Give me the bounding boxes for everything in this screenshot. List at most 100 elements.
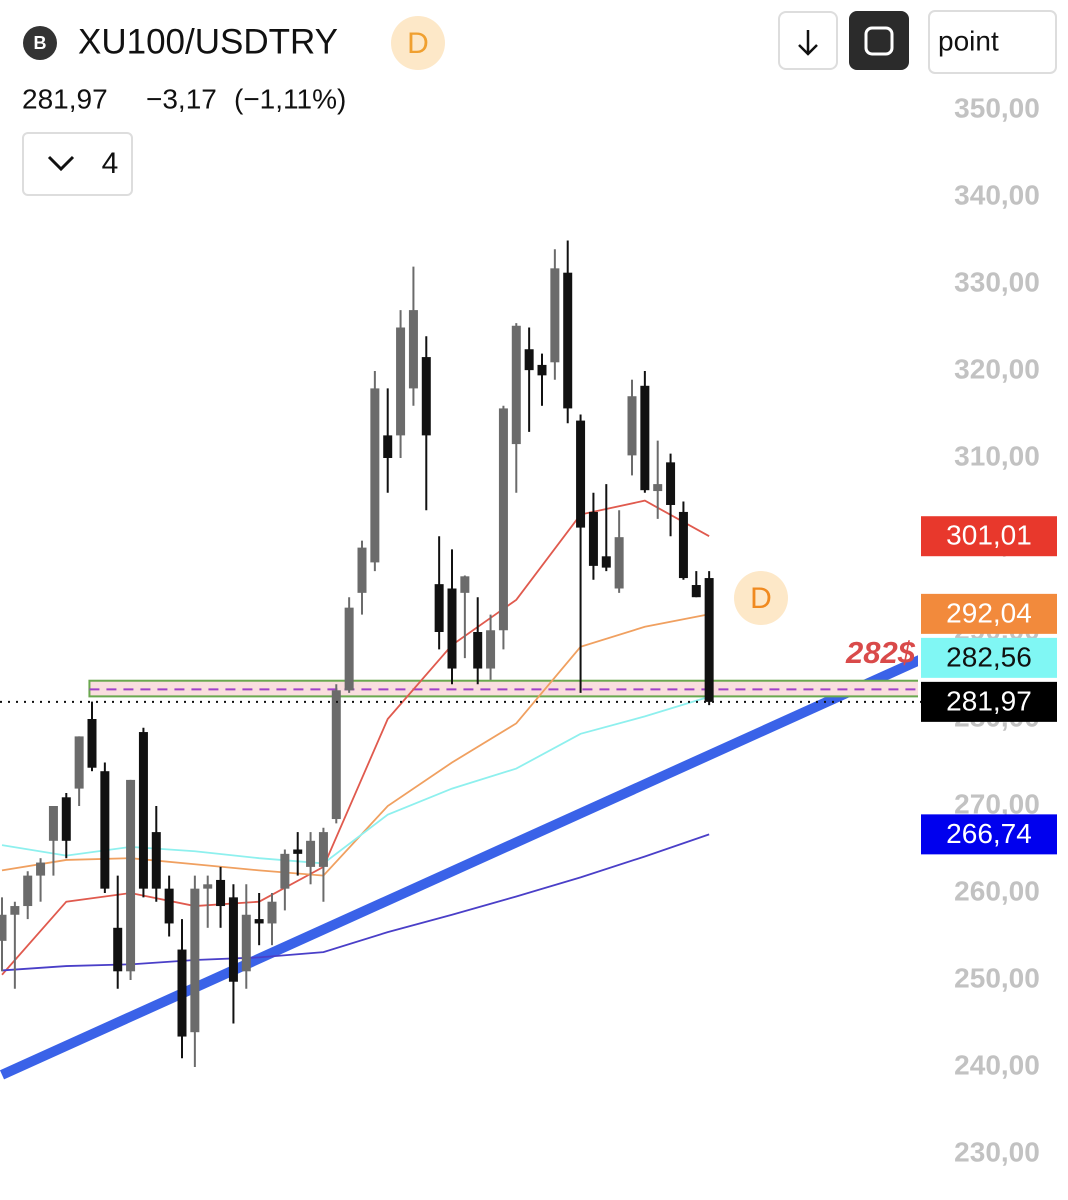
- indicator-toggle[interactable]: [22, 132, 133, 196]
- candle-body: [164, 888, 174, 924]
- overlay: 282$ D 301,01 292,04 282,56 281,97 266,74: [0, 516, 1057, 855]
- price-label: 281,97: [946, 685, 1032, 716]
- moving-average: [1, 613, 710, 877]
- candle-body: [10, 906, 20, 915]
- candle-body: [0, 914, 7, 941]
- fullscreen-icon: [864, 26, 894, 56]
- candle-body: [100, 771, 110, 889]
- candle-body: [190, 888, 200, 1033]
- candle-body: [704, 578, 714, 702]
- y-tick-label: 240,00: [954, 1049, 1040, 1080]
- candle-body: [511, 325, 521, 445]
- chevron-icon: [47, 155, 75, 172]
- candle-body: [293, 849, 303, 854]
- candle-body: [36, 862, 46, 876]
- candle-body: [447, 588, 457, 669]
- candle-body: [408, 310, 418, 389]
- y-tick-label: 340,00: [954, 179, 1040, 210]
- y-tick-label: 250,00: [954, 962, 1040, 993]
- symbol-badge: B: [34, 33, 47, 53]
- candle-body: [383, 435, 393, 458]
- event-marker-bg: [734, 571, 788, 625]
- change: −3,17: [146, 83, 217, 114]
- candle-body: [691, 585, 701, 598]
- candle-body: [460, 576, 470, 593]
- candle-body: [370, 388, 380, 563]
- candle-body: [357, 547, 367, 593]
- candle-body: [267, 901, 277, 924]
- candle-body: [421, 357, 431, 436]
- y-tick-label: 270,00: [954, 788, 1040, 819]
- price-label-box: [921, 814, 1057, 855]
- badge-bg: [391, 16, 445, 70]
- candle-body: [61, 797, 71, 841]
- candle-body: [331, 690, 341, 820]
- candle-body: [588, 511, 598, 566]
- price: 281,97: [22, 83, 108, 114]
- candle-body: [601, 556, 611, 568]
- candle-body: [678, 511, 688, 579]
- candle-body: [627, 396, 637, 456]
- y-tick-label: 230,00: [954, 1136, 1040, 1167]
- candle-body: [87, 719, 97, 768]
- candle-body: [486, 630, 496, 669]
- candle-body: [203, 884, 213, 889]
- change-pct: (−1,11%): [234, 83, 346, 114]
- indicator-count: 4: [102, 147, 119, 180]
- plot: [0, 240, 918, 1080]
- price-label-box: [921, 593, 1057, 634]
- symbol-badge-bg: [23, 26, 57, 60]
- price-label: 266,74: [946, 818, 1032, 849]
- event-marker: D: [750, 582, 772, 615]
- candle-body: [550, 268, 560, 363]
- candle-body: [434, 584, 444, 632]
- moving-average: [1, 695, 710, 865]
- symbol[interactable]: XU100/USDTRY: [78, 22, 338, 61]
- y-tick-label: 320,00: [954, 353, 1040, 384]
- candle-body: [537, 364, 547, 376]
- candle-body: [498, 408, 508, 631]
- price-label: 301,01: [946, 520, 1032, 551]
- annotation: 282$: [845, 635, 916, 670]
- candle-body: [473, 632, 483, 669]
- moving-average: [1, 499, 710, 976]
- candle-body: [614, 537, 624, 589]
- candle-body: [306, 840, 316, 867]
- y-tick-label: 350,00: [954, 92, 1040, 123]
- price-label: 292,04: [946, 597, 1032, 628]
- price-label-box: [921, 637, 1057, 678]
- download-icon: [798, 30, 818, 56]
- fullscreen-button[interactable]: [849, 11, 909, 70]
- price-label: 282,56: [946, 641, 1032, 672]
- candle-body: [138, 732, 148, 889]
- candle-body: [396, 327, 406, 436]
- candle-body: [576, 420, 586, 528]
- price-label-box: [921, 681, 1057, 722]
- badge: D: [407, 27, 429, 60]
- candle-body: [48, 806, 58, 841]
- candle-body: [280, 853, 290, 889]
- candle-body: [151, 832, 161, 889]
- candle-body: [563, 272, 573, 409]
- candle-body: [74, 736, 84, 789]
- candle-body: [126, 779, 136, 972]
- candle-body: [228, 897, 238, 982]
- candle-body: [23, 875, 33, 907]
- candle-body: [241, 914, 251, 972]
- candle-body: [177, 949, 187, 1037]
- y-tick-label: 330,00: [954, 266, 1040, 297]
- candle-body: [653, 484, 663, 492]
- mode-button[interactable]: [928, 10, 1057, 74]
- candle-body: [216, 879, 226, 907]
- y-tick-label: 260,00: [954, 875, 1040, 906]
- y-tick-label: 310,00: [954, 440, 1040, 471]
- candle-body: [524, 349, 534, 371]
- candle-body: [666, 462, 676, 505]
- candle-body: [318, 832, 328, 867]
- price-label-box: [921, 516, 1057, 557]
- mode: point: [938, 25, 999, 56]
- candle-body: [254, 919, 264, 924]
- candle-body: [113, 927, 123, 972]
- trendline: [0, 655, 918, 1080]
